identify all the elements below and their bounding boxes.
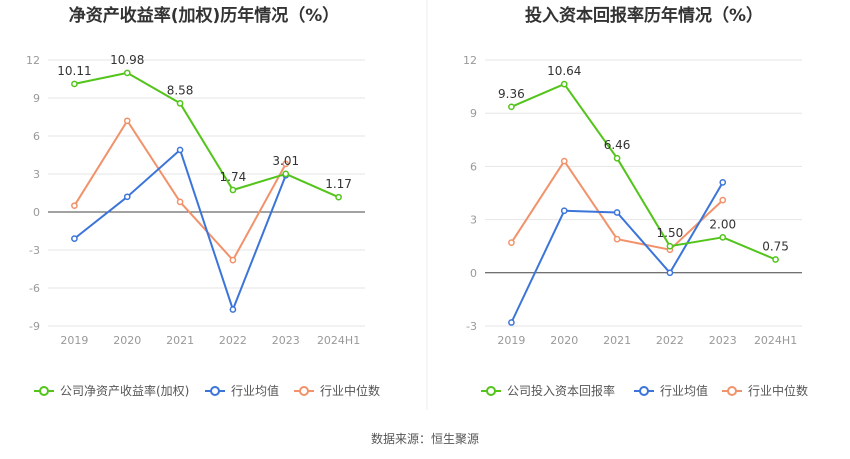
x-tick-label: 2020	[113, 334, 141, 347]
data-point	[123, 69, 131, 77]
x-tick-label: 2020	[550, 334, 578, 347]
legend-marker-icon	[39, 386, 49, 396]
y-tick-label: 0	[470, 267, 477, 280]
data-label: 0.75	[762, 240, 789, 254]
y-tick-label: 9	[470, 107, 477, 120]
data-label: 1.74	[220, 170, 247, 184]
legend-label: 行业中位数	[320, 383, 380, 398]
data-point	[229, 256, 237, 264]
x-tick-label: 2022	[219, 334, 247, 347]
data-point	[508, 103, 515, 111]
data-label: 1.50	[657, 226, 684, 240]
data-point	[560, 157, 568, 165]
y-tick-label: -9	[29, 320, 40, 333]
x-tick-label: 2024H1	[754, 334, 797, 347]
series-line-0	[511, 83, 776, 261]
data-point	[719, 196, 727, 204]
y-tick-label: 12	[26, 54, 40, 67]
y-tick-label: -6	[29, 282, 40, 295]
legend-item-0[interactable]: 公司投入资本回报率	[481, 383, 615, 398]
y-tick-label: 3	[33, 168, 40, 181]
data-point	[71, 80, 78, 88]
data-point	[229, 186, 237, 194]
x-tick-label: 2023	[272, 334, 300, 347]
data-point	[123, 117, 131, 125]
series-line-0	[74, 71, 340, 199]
chart-title: 投入资本回报率历年情况（%）	[525, 5, 763, 26]
legend-label: 行业中位数	[748, 383, 808, 398]
series-line-2	[73, 119, 287, 262]
data-label: 6.46	[604, 138, 631, 152]
data-point	[560, 80, 568, 88]
data-point	[613, 235, 621, 243]
y-tick-label: 6	[33, 130, 40, 143]
data-label: 9.36	[498, 87, 525, 101]
legend-marker-icon	[639, 386, 649, 396]
x-tick-label: 2019	[60, 334, 88, 347]
data-point	[508, 319, 515, 326]
y-tick-label: 12	[463, 54, 477, 67]
data-point	[71, 202, 78, 210]
data-label: 10.64	[547, 64, 581, 78]
data-label: 2.00	[709, 217, 736, 231]
data-point	[666, 242, 674, 250]
data-point	[560, 207, 568, 215]
y-tick-label: 6	[470, 160, 477, 173]
y-tick-label: 0	[33, 206, 40, 219]
data-point	[282, 160, 290, 168]
data-point	[719, 179, 727, 186]
legend-marker-icon	[210, 386, 220, 396]
legend-marker-icon	[727, 386, 737, 396]
data-point	[666, 269, 674, 277]
roe-chart: 净资产收益率(加权)历年情况（%） 12 9 6 3 0 -3 -6 -9 2019 2020 20…	[26, 5, 380, 398]
data-point	[176, 146, 184, 154]
legend-label: 公司净资产收益率(加权)	[60, 383, 189, 398]
y-tick-label: 3	[470, 214, 477, 227]
legend-label: 公司投入资本回报率	[507, 383, 615, 398]
legend-item-1[interactable]: 行业均值	[634, 383, 708, 398]
data-point	[176, 99, 184, 107]
legend-label: 行业均值	[231, 383, 279, 398]
x-tick-label: 2023	[709, 334, 737, 347]
series-line-1	[510, 181, 724, 323]
x-tick-label: 2022	[656, 334, 684, 347]
legend-item-2[interactable]: 行业中位数	[722, 383, 808, 398]
y-tick-label: -3	[466, 320, 477, 333]
x-tick-label: 2019	[497, 334, 525, 347]
data-label: 8.58	[167, 83, 194, 97]
data-label: 1.17	[325, 177, 352, 191]
x-tick-label: 2024H1	[317, 334, 360, 347]
data-label: 10.11	[57, 64, 91, 78]
data-point	[282, 170, 290, 178]
legend-marker-icon	[486, 386, 496, 396]
legend-item-1[interactable]: 行业均值	[205, 383, 279, 398]
chart-title: 净资产收益率(加权)历年情况（%）	[69, 5, 340, 26]
legend-label: 行业均值	[660, 383, 708, 398]
data-point	[719, 233, 727, 241]
data-point	[71, 235, 78, 242]
x-tick-label: 2021	[166, 334, 194, 347]
data-point	[613, 209, 621, 216]
data-point	[772, 256, 779, 263]
data-point	[613, 154, 621, 162]
data-source: 数据来源：恒生聚源	[371, 431, 479, 446]
roic-chart: 投入资本回报率历年情况（%） 12 9 6 3 0 -3 2019 2020 2021 2022 2…	[463, 5, 808, 398]
data-point	[229, 306, 237, 313]
legend-item-2[interactable]: 行业中位数	[294, 383, 380, 398]
data-point	[123, 193, 131, 201]
data-point	[176, 198, 184, 206]
data-label: 10.98	[110, 53, 144, 67]
legend-marker-icon	[299, 386, 309, 396]
x-tick-label: 2021	[603, 334, 631, 347]
data-label: 3.01	[272, 154, 299, 168]
data-point	[335, 193, 342, 201]
legend-item-0[interactable]: 公司净资产收益率(加权)	[34, 383, 189, 398]
y-tick-label: -3	[29, 244, 40, 257]
data-point	[508, 239, 515, 247]
y-tick-label: 9	[33, 92, 40, 105]
